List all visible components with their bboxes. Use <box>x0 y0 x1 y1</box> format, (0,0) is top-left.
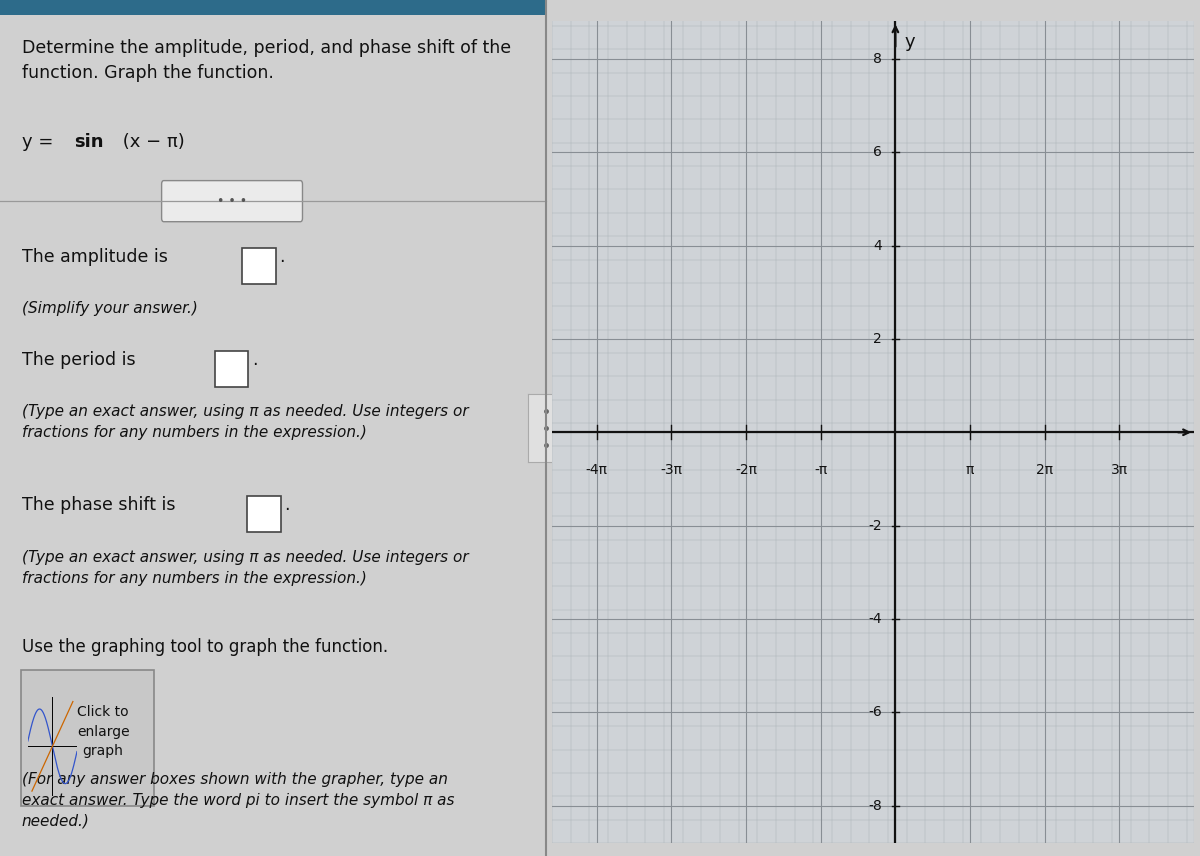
Text: The phase shift is: The phase shift is <box>22 496 181 514</box>
Text: The period is: The period is <box>22 351 140 369</box>
Text: • • •: • • • <box>217 194 247 208</box>
FancyBboxPatch shape <box>0 0 546 15</box>
Text: (x − π): (x − π) <box>118 133 185 151</box>
FancyBboxPatch shape <box>20 670 154 806</box>
Text: (Simplify your answer.): (Simplify your answer.) <box>22 301 198 317</box>
Text: .: . <box>284 496 290 514</box>
Text: (Type an exact answer, using π as needed. Use integers or
fractions for any numb: (Type an exact answer, using π as needed… <box>22 404 468 440</box>
FancyBboxPatch shape <box>215 351 248 387</box>
Text: 4: 4 <box>874 239 882 253</box>
Text: 2: 2 <box>874 332 882 346</box>
FancyBboxPatch shape <box>162 181 302 222</box>
Text: y: y <box>905 33 914 51</box>
Text: (For any answer boxes shown with the grapher, type an
exact answer. Type the wor: (For any answer boxes shown with the gra… <box>22 771 455 829</box>
Text: 6: 6 <box>874 146 882 159</box>
FancyBboxPatch shape <box>242 248 276 284</box>
Text: -6: -6 <box>869 705 882 719</box>
Text: -3π: -3π <box>660 462 683 477</box>
Text: sin: sin <box>73 133 103 151</box>
Text: .: . <box>280 248 284 266</box>
Text: 3π: 3π <box>1111 462 1128 477</box>
Text: Use the graphing tool to graph the function.: Use the graphing tool to graph the funct… <box>22 638 388 656</box>
Text: -8: -8 <box>869 799 882 813</box>
Text: The amplitude is: The amplitude is <box>22 248 173 266</box>
Text: Determine the amplitude, period, and phase shift of the
function. Graph the func: Determine the amplitude, period, and pha… <box>22 39 511 81</box>
Text: π: π <box>966 462 974 477</box>
Text: .: . <box>252 351 257 369</box>
Text: 2π: 2π <box>1036 462 1054 477</box>
Text: 8: 8 <box>874 51 882 66</box>
Text: (Type an exact answer, using π as needed. Use integers or
fractions for any numb: (Type an exact answer, using π as needed… <box>22 550 468 586</box>
Text: y =: y = <box>22 133 59 151</box>
FancyBboxPatch shape <box>247 496 281 532</box>
Text: -2π: -2π <box>736 462 757 477</box>
Text: -4π: -4π <box>586 462 607 477</box>
Text: -π: -π <box>814 462 827 477</box>
Text: -4: -4 <box>869 612 882 626</box>
Text: -2: -2 <box>869 519 882 532</box>
Text: Click to
enlarge
graph: Click to enlarge graph <box>77 705 130 758</box>
